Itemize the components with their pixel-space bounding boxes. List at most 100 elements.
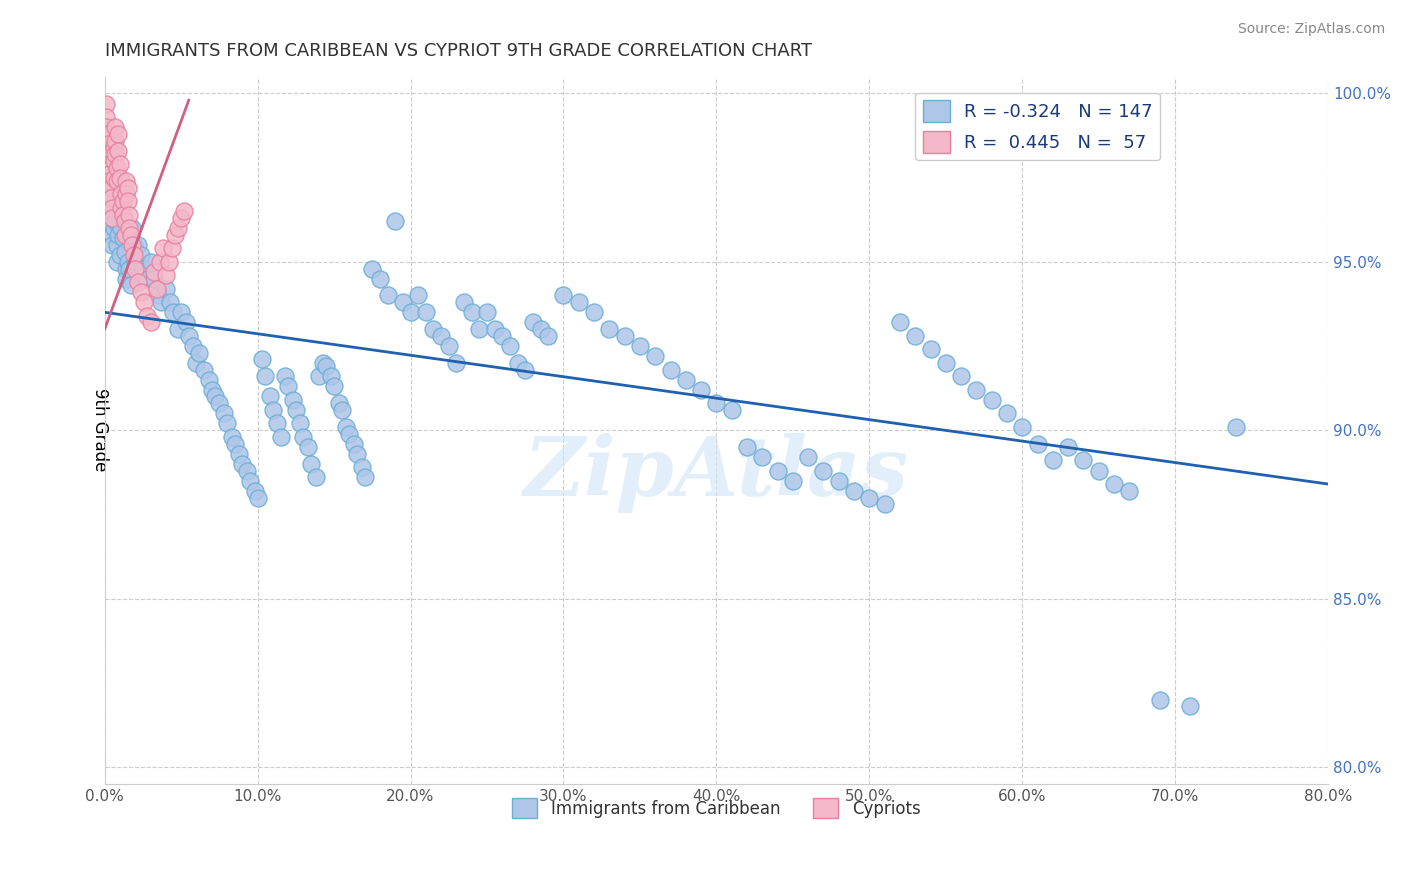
Point [108,157,131,171]
Point [100,191,122,205]
Point [328,396,350,410]
Point [110,187,132,202]
Point [103,140,125,154]
Point [98,157,121,171]
Point [453,295,475,310]
Point [108,248,131,262]
Point [110,221,132,235]
Point [1011,419,1033,434]
Point [197,373,219,387]
Point [103,221,125,235]
Point [149,254,172,268]
Point [107,227,129,242]
Point [101,211,124,225]
Point [1180,699,1202,714]
Point [103,153,125,168]
Point [1042,453,1064,467]
Point [117,254,139,268]
Point [1149,692,1171,706]
Text: Source: ZipAtlas.com: Source: ZipAtlas.com [1237,22,1385,37]
Point [735,440,758,454]
Point [118,261,141,276]
Point [312,356,335,370]
Point [319,369,342,384]
Point [468,322,491,336]
Point [108,170,131,185]
Point [115,187,138,202]
Point [950,369,973,384]
Point [430,329,453,343]
Point [167,322,190,336]
Point [766,464,789,478]
Point [889,315,911,329]
Point [335,419,357,434]
Point [583,305,606,319]
Point [118,221,141,235]
Point [250,352,273,367]
Point [613,329,636,343]
Point [1118,483,1140,498]
Point [107,127,129,141]
Point [100,204,122,219]
Point [350,460,373,475]
Point [104,214,127,228]
Point [980,392,1002,407]
Point [299,457,322,471]
Point [568,295,591,310]
Point [995,406,1018,420]
Point [142,265,165,279]
Point [274,369,297,384]
Point [105,254,128,268]
Point [384,214,406,228]
Point [491,329,513,343]
Point [720,403,742,417]
Point [415,305,437,319]
Point [157,254,180,268]
Point [484,322,506,336]
Point [103,170,125,185]
Point [437,339,460,353]
Point [122,238,145,252]
Point [136,309,159,323]
Point [215,417,238,431]
Point [105,174,128,188]
Text: IMMIGRANTS FROM CARIBBEAN VS CYPRIOT 9TH GRADE CORRELATION CHART: IMMIGRANTS FROM CARIBBEAN VS CYPRIOT 9TH… [104,42,811,60]
Point [813,464,835,478]
Point [170,211,193,225]
Point [162,305,184,319]
Point [101,227,124,242]
Point [281,392,304,407]
Point [97,127,120,141]
Point [529,322,551,336]
Point [904,329,927,343]
Point [828,474,851,488]
Point [305,470,328,484]
Point [231,457,253,471]
Point [797,450,820,464]
Point [1073,453,1095,467]
Point [266,417,288,431]
Point [368,271,391,285]
Point [159,295,181,310]
Point [1087,464,1109,478]
Point [1057,440,1080,454]
Point [193,362,215,376]
Point [101,201,124,215]
Point [110,201,132,215]
Point [145,282,167,296]
Point [262,403,284,417]
Point [104,147,127,161]
Point [346,447,368,461]
Point [115,271,138,285]
Point [308,369,330,384]
Point [104,134,127,148]
Point [858,491,880,505]
Point [124,261,146,276]
Point [212,406,235,420]
Point [842,483,865,498]
Point [98,174,121,188]
Point [475,305,498,319]
Point [114,214,136,228]
Point [422,322,444,336]
Point [173,204,195,219]
